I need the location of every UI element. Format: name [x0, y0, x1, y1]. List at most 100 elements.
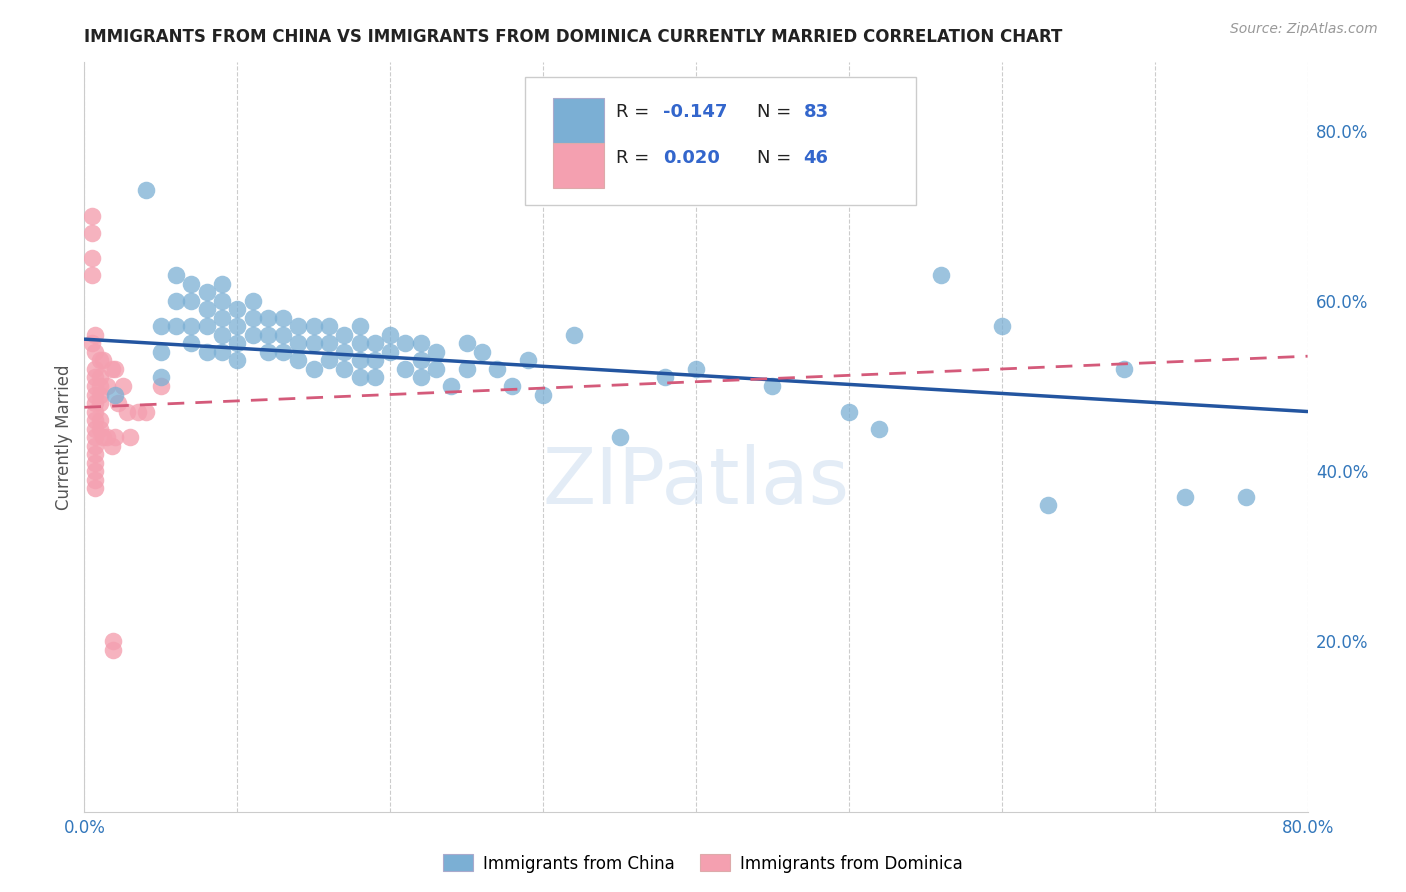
Point — [104, 362, 127, 376]
Point — [380, 327, 402, 342]
Point — [84, 421, 107, 435]
Point — [425, 345, 447, 359]
Point — [685, 362, 707, 376]
Point — [84, 362, 107, 376]
Point — [89, 421, 111, 435]
Point — [287, 353, 309, 368]
Point — [287, 336, 309, 351]
Point — [333, 345, 356, 359]
Point — [91, 430, 114, 444]
Point — [149, 345, 172, 359]
Point — [302, 336, 325, 351]
Text: 0.020: 0.020 — [664, 149, 720, 168]
Point — [101, 362, 124, 376]
Text: 83: 83 — [804, 103, 828, 121]
Point — [609, 430, 631, 444]
Point — [80, 252, 103, 266]
Point — [409, 336, 432, 351]
Point — [195, 319, 218, 334]
Point — [456, 362, 478, 376]
Point — [211, 327, 233, 342]
Point — [211, 277, 233, 291]
Text: N =: N = — [758, 103, 797, 121]
Point — [89, 370, 111, 384]
Point — [394, 336, 416, 351]
Point — [107, 396, 129, 410]
Point — [440, 379, 463, 393]
Point — [104, 430, 127, 444]
Point — [84, 473, 107, 487]
Point — [84, 447, 107, 461]
Text: R =: R = — [616, 103, 655, 121]
Point — [80, 209, 103, 223]
FancyBboxPatch shape — [553, 144, 605, 187]
Point — [1236, 490, 1258, 504]
Point — [349, 370, 371, 384]
Point — [226, 319, 249, 334]
Point — [991, 319, 1014, 334]
Point — [165, 268, 187, 283]
Point — [91, 353, 114, 368]
Point — [226, 302, 249, 317]
Point — [120, 430, 142, 444]
Point — [929, 268, 952, 283]
Point — [103, 634, 125, 648]
Point — [318, 336, 340, 351]
Point — [84, 481, 107, 495]
Point — [869, 421, 891, 435]
Text: Source: ZipAtlas.com: Source: ZipAtlas.com — [1230, 22, 1378, 37]
Point — [84, 327, 107, 342]
Point — [149, 370, 172, 384]
Point — [562, 327, 585, 342]
Point — [149, 379, 172, 393]
Point — [96, 430, 118, 444]
Point — [80, 268, 103, 283]
Point — [135, 183, 157, 197]
Text: 46: 46 — [804, 149, 828, 168]
Point — [127, 404, 149, 418]
Point — [242, 327, 264, 342]
Point — [211, 345, 233, 359]
Point — [364, 353, 387, 368]
Point — [364, 336, 387, 351]
Point — [257, 327, 280, 342]
Point — [195, 302, 218, 317]
Point — [349, 319, 371, 334]
Point — [409, 370, 432, 384]
Point — [195, 345, 218, 359]
Point — [111, 379, 134, 393]
Point — [149, 319, 172, 334]
Point — [101, 439, 124, 453]
Point — [409, 353, 432, 368]
Point — [89, 387, 111, 401]
Point — [242, 310, 264, 325]
Point — [103, 643, 125, 657]
Point — [84, 396, 107, 410]
Point — [257, 310, 280, 325]
Text: ZIPatlas: ZIPatlas — [543, 444, 849, 520]
Point — [456, 336, 478, 351]
Text: N =: N = — [758, 149, 797, 168]
Point — [135, 404, 157, 418]
FancyBboxPatch shape — [553, 98, 605, 143]
Point — [226, 336, 249, 351]
Point — [380, 345, 402, 359]
Point — [84, 413, 107, 427]
Point — [471, 345, 494, 359]
Point — [364, 370, 387, 384]
Point — [165, 319, 187, 334]
Point — [211, 310, 233, 325]
Point — [242, 293, 264, 308]
Point — [516, 353, 538, 368]
Point — [302, 319, 325, 334]
Point — [302, 362, 325, 376]
Text: -0.147: -0.147 — [664, 103, 727, 121]
Point — [104, 387, 127, 401]
Point — [333, 327, 356, 342]
Point — [89, 379, 111, 393]
Point — [89, 396, 111, 410]
Point — [84, 404, 107, 418]
Point — [394, 362, 416, 376]
Point — [84, 370, 107, 384]
Point — [211, 293, 233, 308]
